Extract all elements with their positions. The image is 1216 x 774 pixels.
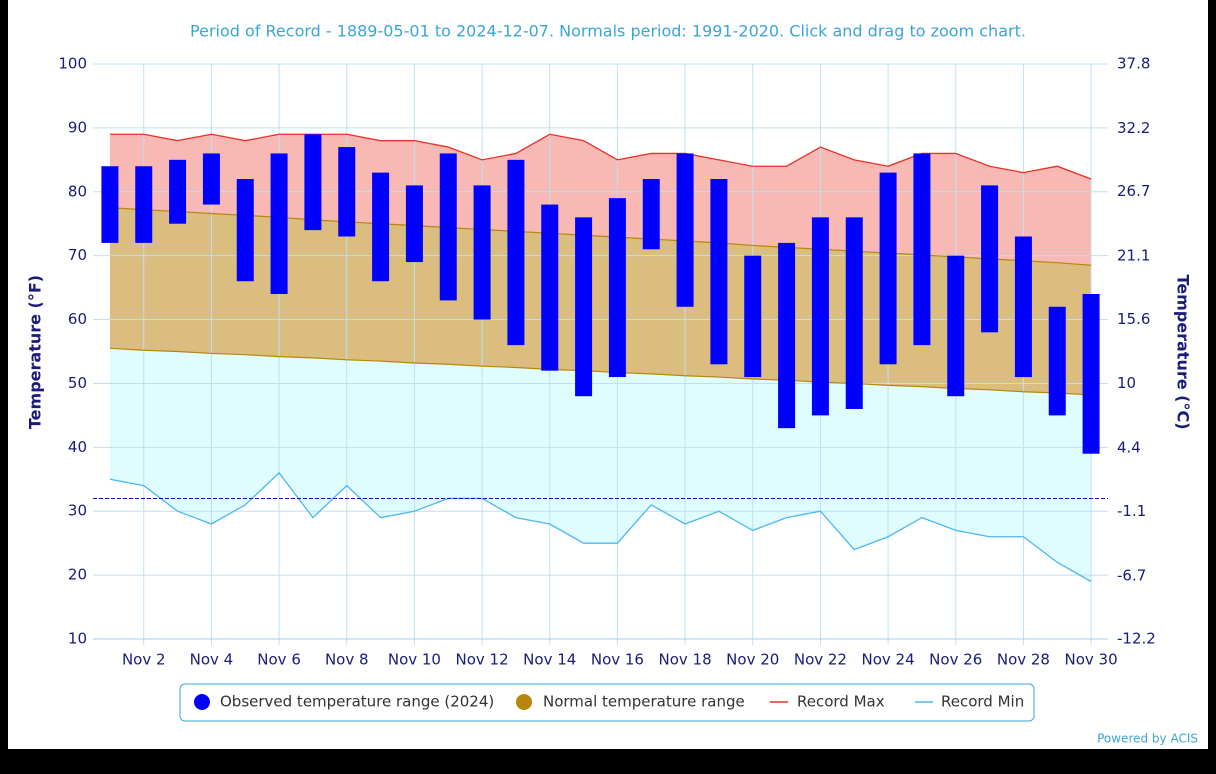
x-tick-label: Nov 10 [388, 651, 441, 669]
observed-bar [507, 159, 525, 346]
x-tick-label: Nov 24 [862, 651, 915, 669]
x-tick-label: Nov 30 [1065, 651, 1118, 669]
observed-bar [202, 153, 220, 205]
y-tick-label: 10 [68, 630, 87, 648]
y-tick-label: 60 [68, 310, 87, 328]
observed-bar [236, 179, 254, 282]
observed-bar [642, 179, 660, 250]
observed-bar [879, 172, 897, 365]
y2-tick-label: 10 [1117, 374, 1136, 392]
x-tick-label: Nov 6 [257, 651, 301, 669]
y2-tick-label: 37.8 [1117, 55, 1150, 73]
observed-bar [913, 153, 931, 346]
y-tick-label: 40 [68, 438, 87, 456]
y2-tick-label: -1.1 [1117, 502, 1146, 520]
x-tick-label: Nov 14 [523, 651, 576, 669]
observed-bar [439, 153, 457, 301]
y2-tick-label: -12.2 [1117, 630, 1156, 648]
observed-bar [1014, 236, 1032, 378]
y2-tick-label: 26.7 [1117, 182, 1150, 200]
observed-bar [710, 179, 728, 365]
y2-tick-label: -6.7 [1117, 566, 1146, 584]
y2-axis-title: Temperature (°C) [1174, 274, 1193, 429]
observed-bar [1048, 306, 1066, 416]
legend-label[interactable]: Record Max [797, 693, 885, 711]
legend-label[interactable]: Record Min [941, 693, 1024, 711]
x-tick-label: Nov 2 [122, 651, 166, 669]
observed-bar [845, 217, 863, 409]
x-tick-label: Nov 28 [997, 651, 1050, 669]
x-tick-label: Nov 20 [726, 651, 779, 669]
credits[interactable]: Powered by ACIS [1097, 732, 1198, 746]
observed-bar [169, 159, 187, 224]
observed-bar [405, 185, 423, 263]
observed-bar [338, 147, 356, 237]
x-tick-label: Nov 16 [591, 651, 644, 669]
y-tick-label: 80 [68, 182, 87, 200]
observed-bar [981, 185, 999, 333]
observed-bar [270, 153, 288, 294]
y2-tick-label: 15.6 [1117, 310, 1150, 328]
x-tick-label: Nov 22 [794, 651, 847, 669]
x-tick-label: Nov 4 [190, 651, 234, 669]
legend-symbol [516, 694, 532, 710]
normal-low-line [109, 347, 1092, 396]
y-axis-title: Temperature (°F) [26, 275, 45, 429]
y2-tick-label: 21.1 [1117, 247, 1150, 265]
observed-bar [676, 153, 694, 307]
legend-label[interactable]: Observed temperature range (2024) [220, 693, 494, 711]
y-tick-label: 70 [68, 246, 87, 264]
record-min-line [109, 471, 1092, 583]
legend-label[interactable]: Normal temperature range [543, 693, 745, 711]
legend-box [179, 683, 1035, 722]
observed-bar [1082, 294, 1100, 454]
observed-bar [372, 172, 390, 282]
y-tick-label: 20 [68, 566, 87, 584]
observed-bar [608, 198, 626, 378]
observed-bar [304, 134, 322, 231]
chart-subtitle: Period of Record - 1889-05-01 to 2024-12… [190, 22, 1026, 41]
y-tick-label: 90 [68, 118, 87, 136]
x-tick-label: Nov 8 [325, 651, 369, 669]
observed-bar [101, 166, 119, 243]
observed-bar [811, 217, 829, 416]
observed-bar [575, 217, 593, 397]
y-tick-label: 100 [58, 55, 87, 73]
observed-bar [541, 204, 559, 371]
y2-tick-label: 32.2 [1117, 119, 1150, 137]
x-tick-label: Nov 12 [456, 651, 509, 669]
observed-bar [947, 255, 965, 397]
legend-symbol [194, 694, 210, 710]
observed-bar [778, 242, 796, 429]
observed-bar [473, 185, 491, 320]
observed-bar [744, 255, 762, 378]
x-tick-label: Nov 18 [659, 651, 712, 669]
observed-bar [135, 166, 153, 243]
y2-tick-label: 4.4 [1117, 439, 1141, 457]
x-tick-label: Nov 26 [929, 651, 982, 669]
y-tick-label: 50 [68, 374, 87, 392]
y-tick-label: 30 [68, 502, 87, 520]
